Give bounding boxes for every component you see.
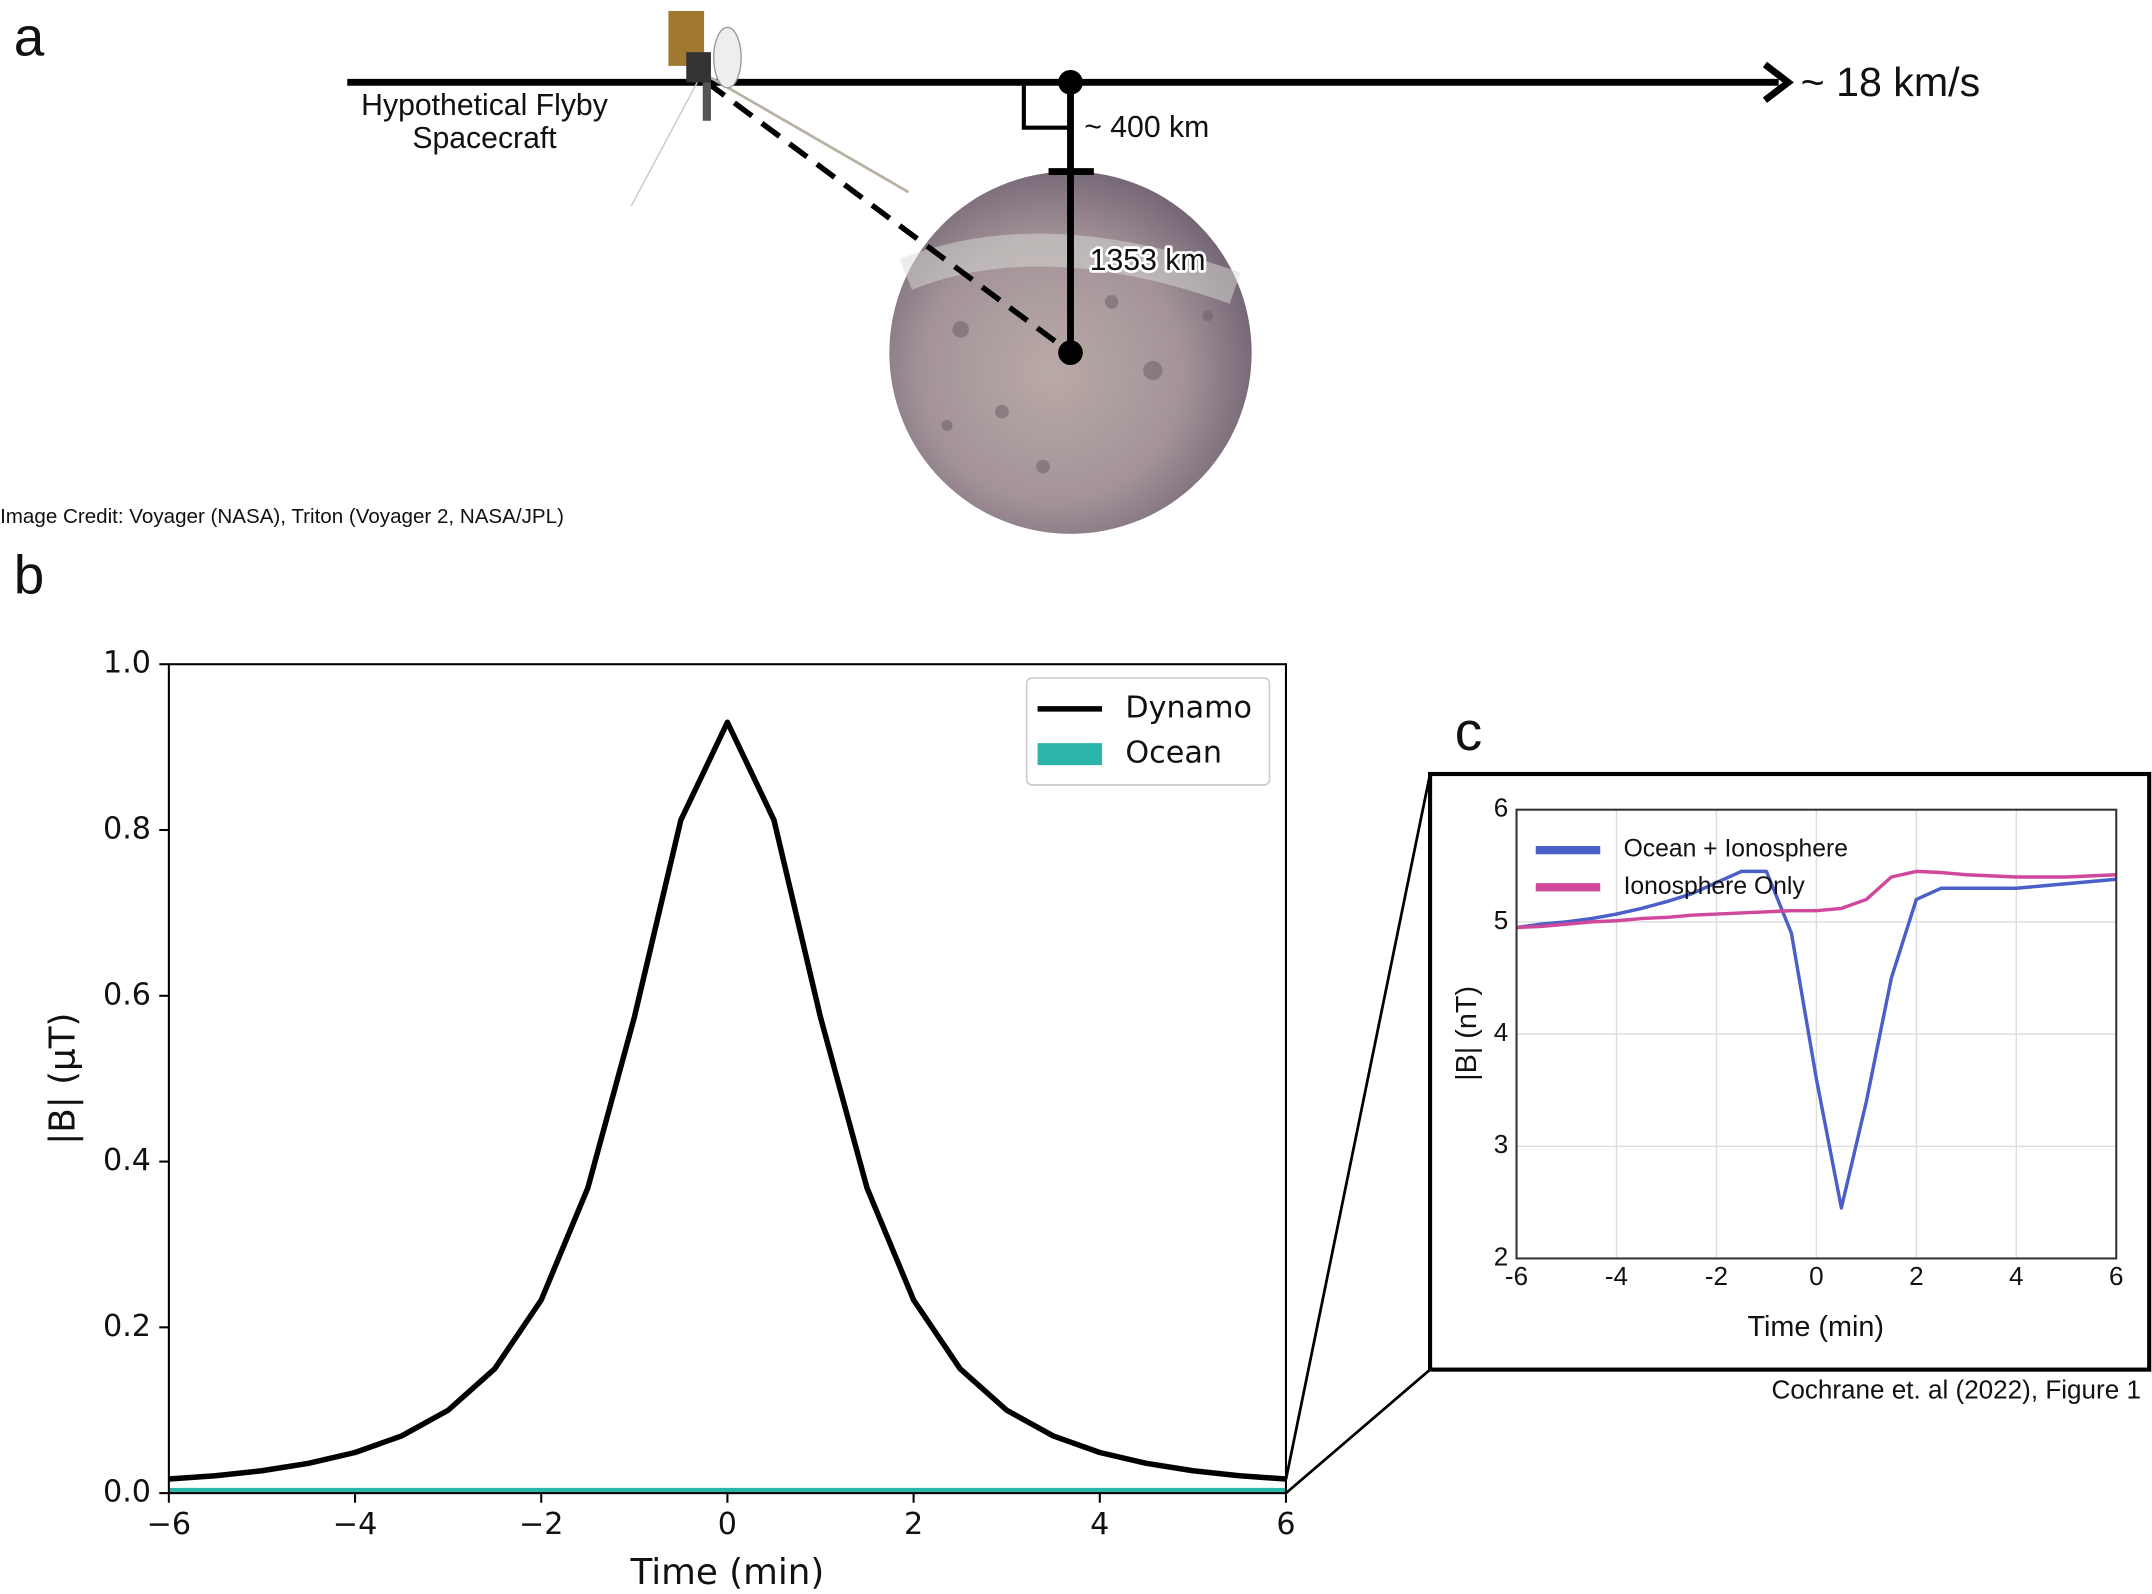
spacecraft-label: Hypothetical Flyby <box>361 89 609 122</box>
x-axis-label: Time (min) <box>630 1552 825 1593</box>
legend-label: Ocean + Ionosphere <box>1624 836 1848 863</box>
x-tick-label: 2 <box>904 1507 923 1542</box>
right-angle <box>1021 82 1071 130</box>
y-tick-label: 0.2 <box>103 1309 151 1344</box>
y-axis-label: |B| (µT) <box>43 1013 84 1145</box>
axes-frame <box>167 663 1288 1495</box>
y-tick-label: 0.0 <box>103 1475 151 1510</box>
data-line <box>168 719 1287 1482</box>
closest-point <box>1058 69 1083 95</box>
triton-center <box>1058 340 1083 366</box>
arrow-head <box>1762 61 1794 103</box>
legend-label: Ocean <box>1125 736 1222 771</box>
axes-frame <box>1515 808 2118 1260</box>
x-tick-label: -4 <box>1605 1261 1628 1291</box>
x-tick-label: 0 <box>718 1507 737 1542</box>
panel-label: b <box>14 544 45 606</box>
image-credit: Image Credit: Voyager (NASA), Triton (Vo… <box>0 505 564 528</box>
legend-label: Ionosphere Only <box>1624 873 1806 900</box>
triton-surface <box>899 233 1241 304</box>
spacecraft <box>630 10 910 207</box>
y-tick-label: 2 <box>1494 1241 1508 1271</box>
y-tick-label: 0.6 <box>103 977 151 1012</box>
y-tick-label: 0.8 <box>103 812 151 847</box>
x-tick-label: −2 <box>519 1507 564 1542</box>
y-tick-label: 4 <box>1494 1017 1508 1047</box>
data-line <box>1516 869 2117 930</box>
triton-spots <box>941 295 1214 474</box>
zoom-line <box>1284 773 1432 1480</box>
x-tick-label: 6 <box>1276 1507 1295 1542</box>
x-tick-label: 6 <box>2109 1261 2124 1291</box>
chart: -6 -4 -2 0 2 4 6 2 3 4 5 6 Time (min) |B| (nT) Ocean +… <box>1451 793 2123 1343</box>
x-tick-label: −4 <box>333 1507 378 1542</box>
plot-area <box>168 664 1286 1494</box>
zoom-line <box>1285 1368 1431 1495</box>
chart: −6 −4 −2 0 2 4 6 0.0 0.2 0.4 0.6 0.8 1.0 Time (min) |B… <box>43 646 1296 1593</box>
x-tick-label: -6 <box>1505 1261 1528 1291</box>
x-tick-label: 2 <box>1909 1261 1924 1291</box>
y-tick-label: 6 <box>1494 793 1508 823</box>
altitude-label: ~ 400 km <box>1084 111 1209 144</box>
y-tick-label: 5 <box>1494 905 1508 935</box>
distance-line <box>705 80 1073 355</box>
x-tick-label: 4 <box>1090 1507 1109 1542</box>
y-axis-label: |B| (nT) <box>1451 986 1483 1081</box>
y-tick-label: 0.4 <box>103 1143 151 1178</box>
panel-label: c <box>1455 700 1482 762</box>
citation: Cochrane et. al (2022), Figure 1 <box>1772 1374 2141 1404</box>
data-line <box>1516 869 2117 1210</box>
x-tick-label: -2 <box>1705 1261 1728 1291</box>
speed-label: ~ 18 km/s <box>1801 59 1981 105</box>
x-tick-label: 4 <box>2009 1261 2024 1291</box>
radius-label: 1353 km <box>1090 244 1206 277</box>
spacecraft-label: Spacecraft <box>412 122 557 155</box>
x-axis-label: Time (min) <box>1747 1311 1884 1343</box>
legend-label: Dynamo <box>1125 690 1252 725</box>
y-tick-label: 1.0 <box>103 646 151 681</box>
x-tick-label: −6 <box>147 1507 192 1542</box>
x-tick-label: 0 <box>1809 1261 1824 1291</box>
panel-label: a <box>14 6 45 68</box>
y-tick-label: 3 <box>1494 1129 1508 1159</box>
